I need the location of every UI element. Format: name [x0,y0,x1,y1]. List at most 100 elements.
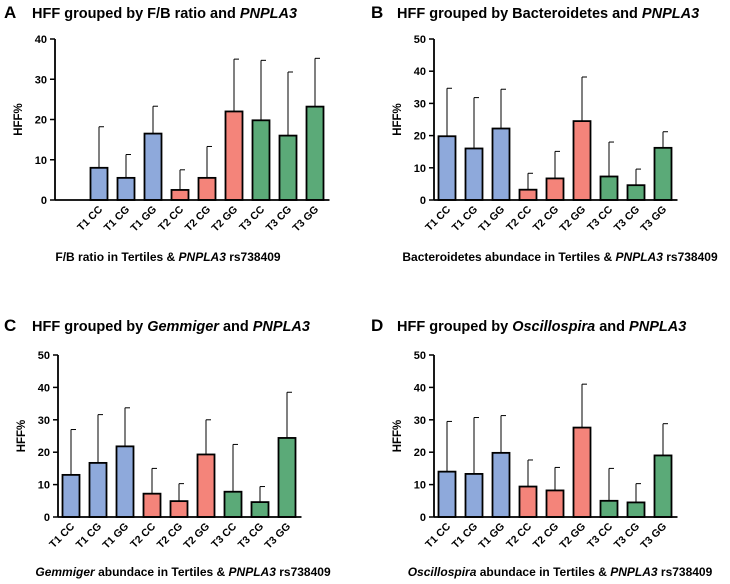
chart-title: HFF grouped by Bacteroidetes and PNPLA3 [397,6,699,22]
bar [437,470,457,518]
x-tick-label: T2 CC [156,203,186,233]
error-bar [635,168,641,186]
bar [653,146,673,201]
y-tick-label: 10 [35,155,47,167]
error-bar [473,417,479,474]
error-bar [608,141,614,177]
x-tick-label: T2 CC [504,520,534,550]
x-tick-label: T1 CC [423,203,453,233]
x-axis-label: Oscillospira abundace in Tertiles & PNPL… [408,565,713,579]
y-tick-label: 20 [35,115,47,127]
x-tick-label: T1 CG [450,204,480,234]
x-tick-label: T1 CC [47,520,77,550]
bar [518,188,538,201]
error-bar [662,423,668,456]
bar [599,175,619,201]
y-tick-label: 30 [38,415,50,427]
bar [518,485,538,518]
bar [464,473,484,518]
x-tick-label: T1 GG [476,521,507,552]
error-bar [314,57,320,107]
x-tick-label: T3 GG [638,204,669,235]
x-axis-label: Gemmiger abundace in Tertiles & PNPLA3 r… [35,565,331,579]
bar [142,492,162,518]
y-tick-label: 30 [35,74,47,86]
y-axis-label: HFF% [16,420,28,453]
y-tick-label: 50 [414,34,426,46]
y-axis-label: HFF% [13,103,25,136]
error-bar [125,154,131,178]
x-tick-label: T1 GG [128,204,159,235]
y-tick-label: 0 [41,195,47,207]
x-tick-label: T3 GG [638,521,669,552]
chart-title: HFF grouped by Gemmiger and PNPLA3 [32,319,310,335]
chart-panel-d: D HFF grouped by Oscillospira and PNPLA3 H… [371,316,713,579]
error-bar [178,483,184,502]
y-tick-label: 40 [414,382,426,394]
x-tick-label: T3 GG [262,521,293,552]
panel-letter: B [371,3,383,22]
error-bar [500,88,506,129]
error-bar [152,105,158,134]
bar [170,189,190,201]
error-bar [527,459,533,487]
x-tick-label: T1 GG [100,521,131,552]
error-bar [232,443,238,492]
bar [572,426,592,518]
bar [305,105,325,201]
error-bar [500,415,506,453]
error-bar [446,87,452,137]
y-tick-label: 40 [35,34,47,46]
x-tick-label: T1 CG [450,521,480,551]
y-tick-label: 30 [414,98,426,110]
x-tick-label: T1 CC [75,203,105,233]
x-tick-label: T3 CG [264,204,294,234]
error-bar [286,391,292,438]
y-tick-label: 20 [414,131,426,143]
y-tick-label: 20 [414,447,426,459]
y-tick-label: 50 [38,350,50,362]
bar [491,127,511,201]
y-tick-label: 10 [38,480,50,492]
bar [572,120,592,201]
error-bar [260,59,266,121]
bar [89,166,109,201]
bar [545,177,565,201]
bar [88,461,108,518]
x-axis-label: F/B ratio in Tertiles & PNPLA3 rs738409 [55,250,281,264]
y-tick-label: 50 [414,350,426,362]
error-bar [98,126,104,168]
error-bar [554,466,560,491]
error-bar [259,486,265,503]
bar [277,437,297,518]
x-tick-label: T2 GG [557,204,588,235]
error-bar [97,414,103,463]
y-axis-label: HFF% [392,103,404,136]
error-bar [151,467,157,494]
x-tick-label: T2 CC [128,520,158,550]
bar [169,500,189,518]
panel-letter: C [4,316,16,335]
x-tick-label: T2 CG [531,204,561,234]
error-bar [608,467,614,501]
x-tick-label: T3 CG [236,521,266,551]
bar [464,147,484,201]
x-tick-label: T1 CC [423,520,453,550]
x-tick-label: T1 GG [476,204,507,235]
error-bar [635,483,641,503]
x-tick-label: T2 GG [181,521,212,552]
x-tick-label: T2 CG [155,521,185,551]
bar [143,132,163,201]
bar [224,110,244,201]
bar [626,501,646,518]
x-tick-label: T3 GG [290,204,321,235]
y-tick-label: 0 [44,512,50,524]
error-bar [206,145,212,178]
x-tick-label: T3 CC [585,203,615,233]
error-bar [446,420,452,472]
panel-letter: A [4,3,16,22]
error-bar [662,131,668,148]
chart-title: HFF grouped by Oscillospira and PNPLA3 [397,319,686,335]
error-bar [581,76,587,122]
chart-panel-a: A HFF grouped by F/B ratio and PNPLA3 HFF%… [4,3,330,264]
